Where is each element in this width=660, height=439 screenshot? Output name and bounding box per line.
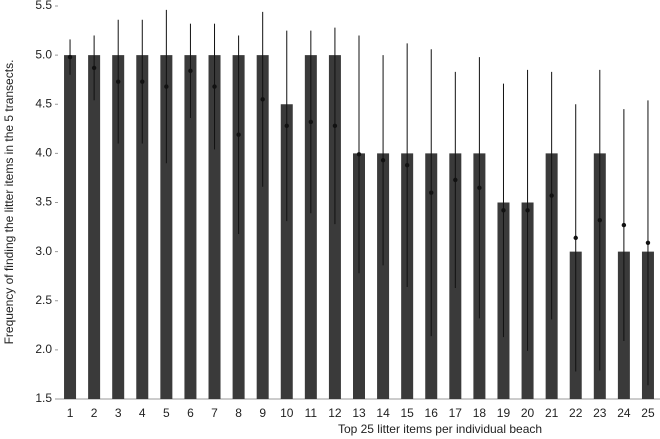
mean-dot bbox=[260, 97, 265, 102]
mean-dot bbox=[140, 79, 145, 84]
x-tick-label: 23 bbox=[593, 406, 607, 420]
x-tick-label: 17 bbox=[449, 406, 463, 420]
mean-dot bbox=[477, 185, 482, 190]
bar bbox=[280, 104, 293, 399]
y-tick-label: 1.5 bbox=[35, 391, 52, 405]
mean-dot bbox=[308, 119, 314, 125]
mean-dot bbox=[236, 132, 241, 137]
x-tick-label: 7 bbox=[211, 406, 218, 420]
x-tick-label: 25 bbox=[641, 406, 655, 420]
bar bbox=[184, 55, 197, 399]
x-tick-label: 24 bbox=[617, 406, 631, 420]
mean-dot bbox=[116, 79, 121, 84]
bar bbox=[328, 55, 341, 399]
bar bbox=[256, 55, 269, 399]
mean-dot bbox=[332, 123, 338, 129]
bar bbox=[304, 55, 317, 399]
x-tick-label: 12 bbox=[328, 406, 342, 420]
x-tick-label: 16 bbox=[425, 406, 439, 420]
x-tick-label: 19 bbox=[497, 406, 511, 420]
x-axis-label: Top 25 litter items per individual beach bbox=[338, 422, 542, 436]
y-tick-label: 5.0 bbox=[35, 47, 52, 61]
bar bbox=[208, 55, 221, 399]
y-tick-label: 2.5 bbox=[35, 293, 52, 307]
mean-dot bbox=[501, 208, 506, 213]
x-tick-label: 4 bbox=[139, 406, 146, 420]
mean-dot bbox=[188, 68, 193, 74]
y-tick-label: 3.0 bbox=[35, 244, 52, 258]
y-tick-label: 4.5 bbox=[35, 96, 52, 110]
x-tick-label: 3 bbox=[115, 406, 122, 420]
x-tick-label: 20 bbox=[521, 406, 535, 420]
bar bbox=[160, 55, 173, 399]
x-tick-label: 5 bbox=[163, 406, 170, 420]
mean-dot bbox=[67, 54, 73, 60]
x-tick-label: 13 bbox=[352, 406, 366, 420]
mean-dot bbox=[573, 235, 578, 241]
mean-dot bbox=[164, 84, 169, 89]
x-tick-label: 15 bbox=[400, 406, 414, 420]
x-tick-label: 1 bbox=[67, 406, 74, 420]
x-tick-label: 18 bbox=[473, 406, 487, 420]
mean-dot bbox=[429, 190, 434, 195]
x-tick-label: 22 bbox=[569, 406, 583, 420]
mean-dot bbox=[91, 65, 97, 71]
bar bbox=[64, 55, 77, 399]
mean-dot bbox=[212, 84, 217, 89]
mean-dot bbox=[525, 208, 530, 213]
mean-dot bbox=[404, 162, 410, 168]
y-tick-label: 4.0 bbox=[35, 146, 52, 160]
mean-dot bbox=[284, 123, 289, 129]
x-tick-label: 10 bbox=[280, 406, 294, 420]
bar bbox=[377, 153, 390, 399]
y-axis-label: Frequency of finding the litter items in… bbox=[2, 60, 16, 345]
y-tick-label: 2.0 bbox=[35, 342, 52, 356]
mean-dot bbox=[380, 158, 386, 163]
mean-dot bbox=[597, 217, 602, 223]
bar bbox=[353, 153, 365, 399]
bar bbox=[88, 55, 101, 399]
bar bbox=[136, 55, 149, 399]
mean-dot bbox=[356, 152, 362, 157]
y-tick-label: 5.5 bbox=[35, 0, 52, 12]
bar bbox=[112, 55, 125, 399]
x-tick-label: 14 bbox=[376, 406, 390, 420]
x-tick-label: 2 bbox=[91, 406, 98, 420]
y-tick-label: 3.5 bbox=[35, 195, 52, 209]
x-tick-label: 21 bbox=[545, 406, 559, 420]
x-tick-label: 11 bbox=[305, 406, 318, 420]
mean-dot bbox=[621, 222, 627, 228]
mean-dot bbox=[453, 177, 458, 183]
x-tick-label: 6 bbox=[187, 406, 194, 420]
mean-dot bbox=[549, 193, 554, 198]
x-tick-label: 9 bbox=[259, 406, 266, 420]
x-tick-label: 8 bbox=[235, 406, 242, 420]
mean-dot bbox=[645, 240, 651, 245]
